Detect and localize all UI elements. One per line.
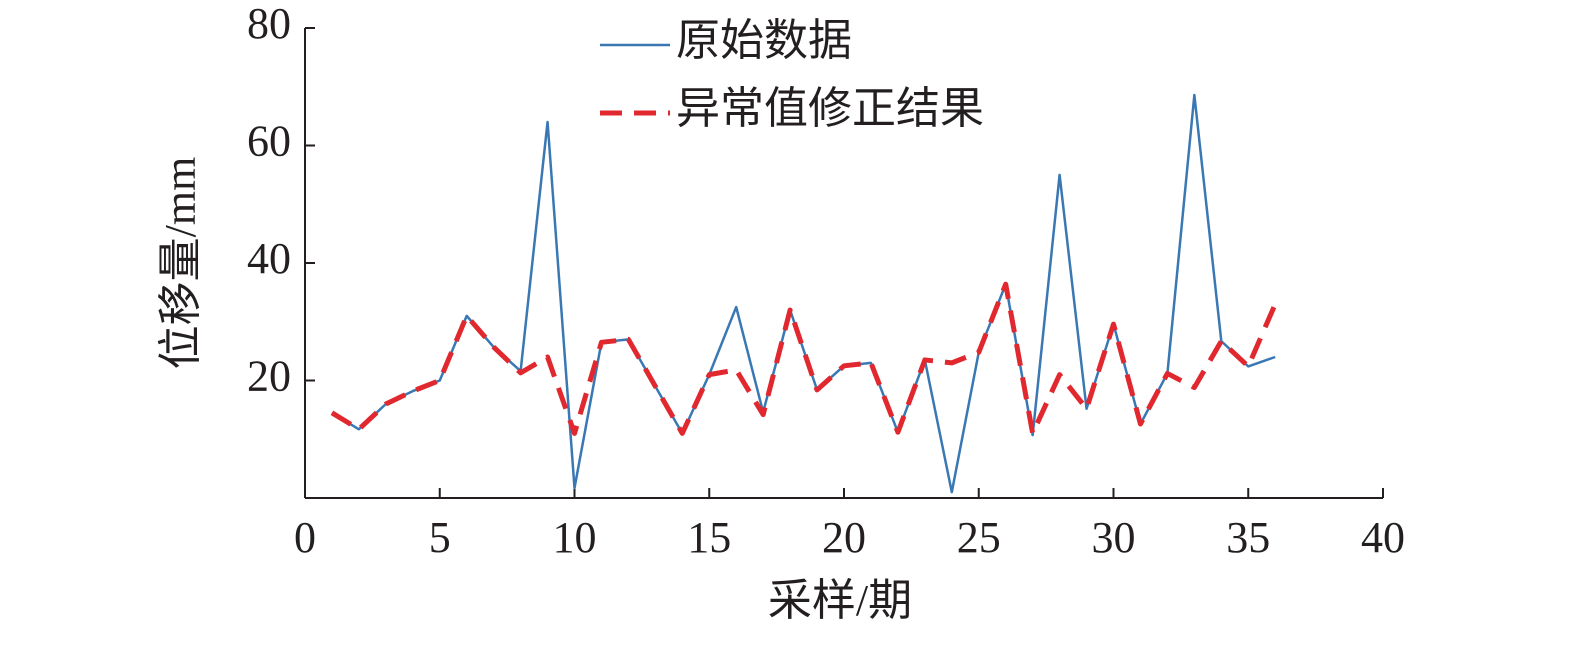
x-axis-label: 采样/期 <box>768 576 912 625</box>
x-tick-label: 10 <box>553 513 597 562</box>
y-tick-label: 80 <box>247 0 291 48</box>
legend-label: 异常值修正结果 <box>676 84 984 133</box>
x-tick-label: 40 <box>1361 513 1405 562</box>
x-tick-label: 30 <box>1092 513 1136 562</box>
y-tick-label: 40 <box>247 234 291 283</box>
y-tick-label: 60 <box>247 117 291 166</box>
series-line <box>331 93 1276 494</box>
series-line <box>330 281 1278 436</box>
x-tick-label: 20 <box>822 513 866 562</box>
y-axis-label: 位移量/mm <box>156 157 205 370</box>
x-tick-label: 5 <box>429 513 451 562</box>
x-tick-label: 25 <box>957 513 1001 562</box>
legend-label: 原始数据 <box>676 16 852 65</box>
x-tick-label: 35 <box>1226 513 1270 562</box>
y-tick-label: 20 <box>247 352 291 401</box>
x-tick-label: 0 <box>294 513 316 562</box>
x-tick-label: 15 <box>687 513 731 562</box>
